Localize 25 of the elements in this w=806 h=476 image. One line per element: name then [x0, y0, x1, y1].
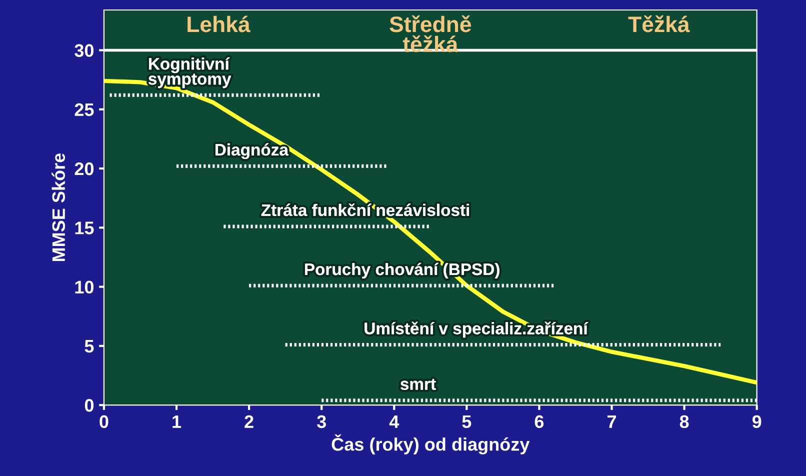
series-label: smrt	[400, 378, 436, 390]
x-tick-label: 6	[534, 415, 544, 428]
x-tick-label: 3	[316, 415, 326, 428]
x-tick-label: 9	[752, 415, 762, 428]
x-tick-label: 1	[172, 415, 182, 428]
x-tick-label: 0	[100, 415, 108, 428]
y-tick-label: 15	[75, 222, 94, 234]
annotation: Těžká	[628, 15, 690, 32]
y-tick-label: 20	[74, 162, 94, 176]
x-tick-label: 8	[680, 415, 689, 428]
x-axis-title: Čas (roky) od diagnózy	[332, 434, 530, 454]
x-tick-label: 2	[244, 415, 254, 428]
x-tick-label: 7	[608, 415, 616, 428]
y-tick-label: 10	[75, 280, 94, 294]
series-label: Kognitivní symptomy	[148, 57, 232, 88]
annotation: Lehká	[188, 16, 250, 32]
annotation: Středně těžká	[390, 15, 472, 52]
y-axis-title: MMSE Skóre	[52, 153, 66, 262]
y-tick-label: 30	[74, 44, 94, 57]
y-tick-label: 25	[74, 103, 94, 116]
y-tick-label: 5	[84, 340, 94, 353]
series-label: Diagnóza	[215, 143, 289, 160]
x-tick-label: 4	[389, 415, 400, 428]
y-tick-label: 0	[84, 399, 94, 412]
x-tick-label: 5	[462, 415, 472, 428]
